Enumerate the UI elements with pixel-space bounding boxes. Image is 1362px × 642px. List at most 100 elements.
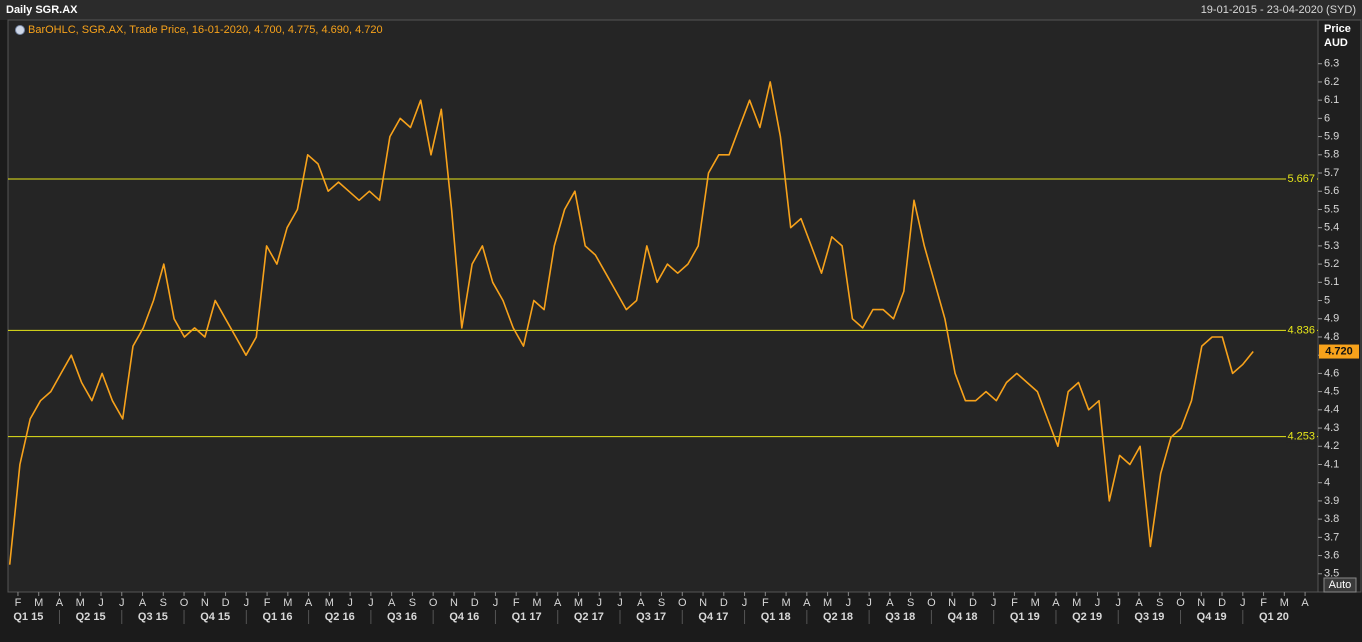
reference-label-bg	[1286, 173, 1317, 186]
x-quarter-label: Q1 15	[13, 611, 43, 623]
price-line	[8, 81, 1254, 565]
x-quarter-label: Q4 19	[1197, 611, 1227, 623]
legend-text[interactable]: BarOHLC, SGR.AX, Trade Price, 16-01-2020…	[28, 24, 383, 36]
x-month-label: A	[56, 597, 64, 609]
auto-button[interactable]	[1323, 577, 1357, 593]
x-month-label: J	[866, 597, 872, 609]
x-month-label: M	[34, 597, 43, 609]
x-month-label: A	[637, 597, 645, 609]
y-tick-label: 6.3	[1324, 58, 1339, 70]
x-month-label: J	[119, 597, 125, 609]
y-axis-label: AUD	[1324, 37, 1348, 49]
y-tick-label: 3.6	[1324, 549, 1339, 561]
y-tick-label: 5.4	[1324, 222, 1339, 234]
y-tick-label: 3.9	[1324, 495, 1339, 507]
x-month-label: O	[180, 597, 189, 609]
x-month-label: J	[347, 597, 353, 609]
x-month-label: N	[948, 597, 956, 609]
x-quarter-label: Q1 18	[761, 611, 791, 623]
x-month-label: O	[927, 597, 936, 609]
x-month-label: D	[969, 597, 977, 609]
x-month-label: N	[450, 597, 458, 609]
y-tick-label: 5.3	[1324, 240, 1339, 252]
x-month-label: M	[325, 597, 334, 609]
y-tick-label: 4.9	[1324, 313, 1339, 325]
x-month-label: N	[201, 597, 209, 609]
x-month-label: O	[429, 597, 438, 609]
x-month-label: S	[907, 597, 914, 609]
x-quarter-label: Q3 17	[636, 611, 666, 623]
x-month-label: J	[244, 597, 250, 609]
x-month-label: F	[1011, 597, 1018, 609]
x-month-label: A	[1052, 597, 1060, 609]
x-month-label: S	[160, 597, 167, 609]
x-month-label: S	[658, 597, 665, 609]
last-price-label: 4.720	[1325, 345, 1353, 357]
x-month-label: A	[1135, 597, 1143, 609]
x-quarter-label: Q2 17	[574, 611, 604, 623]
x-month-label: M	[76, 597, 85, 609]
x-month-label: J	[742, 597, 748, 609]
x-month-label: D	[222, 597, 230, 609]
x-quarter-label: Q4 17	[698, 611, 728, 623]
x-month-label: F	[264, 597, 271, 609]
x-month-label: A	[139, 597, 147, 609]
reference-label: 5.667	[1287, 173, 1315, 185]
x-month-label: J	[596, 597, 602, 609]
y-tick-label: 4.1	[1324, 458, 1339, 470]
x-month-label: N	[1197, 597, 1205, 609]
x-month-label: J	[98, 597, 104, 609]
x-quarter-label: Q2 19	[1072, 611, 1102, 623]
x-month-label: F	[15, 597, 22, 609]
x-month-label: F	[762, 597, 769, 609]
x-quarter-label: Q1 16	[262, 611, 292, 623]
x-month-label: D	[471, 597, 479, 609]
x-month-label: F	[513, 597, 520, 609]
reference-label: 4.253	[1287, 431, 1315, 443]
x-month-label: M	[1031, 597, 1040, 609]
y-tick-label: 4.6	[1324, 367, 1339, 379]
chart-title: Daily SGR.AX	[6, 4, 78, 16]
x-month-label: D	[1218, 597, 1226, 609]
x-quarter-label: Q2 15	[76, 611, 106, 623]
reference-label-bg	[1286, 324, 1317, 337]
legend-icon[interactable]	[15, 25, 25, 35]
y-tick-label: 3.7	[1324, 531, 1339, 543]
y-tick-label: 3.5	[1324, 568, 1339, 580]
x-month-label: O	[678, 597, 687, 609]
x-month-label: J	[368, 597, 374, 609]
x-month-label: J	[1240, 597, 1246, 609]
y-tick-label: 5.6	[1324, 185, 1339, 197]
x-month-label: M	[532, 597, 541, 609]
y-tick-label: 6.1	[1324, 94, 1339, 106]
x-month-label: A	[305, 597, 313, 609]
header-bar	[0, 0, 1362, 20]
x-month-label: J	[846, 597, 852, 609]
x-quarter-label: Q4 16	[449, 611, 479, 623]
y-tick-label: 4.5	[1324, 386, 1339, 398]
x-month-label: A	[886, 597, 894, 609]
x-month-label: J	[991, 597, 997, 609]
x-month-label: M	[823, 597, 832, 609]
x-quarter-label: Q4 18	[948, 611, 978, 623]
y-tick-label: 3.8	[1324, 513, 1339, 525]
y-tick-label: 4.4	[1324, 404, 1339, 416]
x-quarter-label: Q3 15	[138, 611, 168, 623]
auto-button-label[interactable]: Auto	[1329, 579, 1352, 591]
x-quarter-label: Q1 20	[1259, 611, 1289, 623]
x-month-label: M	[781, 597, 790, 609]
x-month-label: J	[493, 597, 499, 609]
x-quarter-label: Q2 18	[823, 611, 853, 623]
x-month-label: D	[720, 597, 728, 609]
x-month-label: S	[1156, 597, 1163, 609]
reference-label: 4.836	[1287, 324, 1315, 336]
y-axis-label: Price	[1324, 23, 1351, 35]
x-month-label: A	[1301, 597, 1309, 609]
x-month-label: M	[574, 597, 583, 609]
y-tick-label: 4.2	[1324, 440, 1339, 452]
x-month-label: M	[1280, 597, 1289, 609]
last-price-tag	[1319, 344, 1359, 359]
y-tick-label: 5.7	[1324, 167, 1339, 179]
x-month-label: J	[1095, 597, 1101, 609]
